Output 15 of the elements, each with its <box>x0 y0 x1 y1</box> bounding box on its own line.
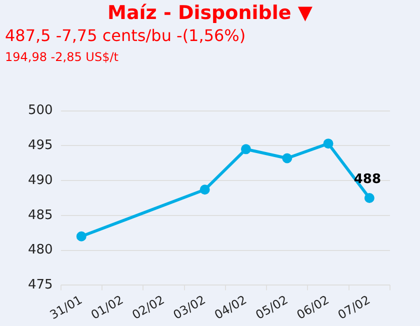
point <box>200 184 210 195</box>
text: 194,98 -2,85 US$/t <box>5 50 118 64</box>
chart-subtitle: 487,5 -7,75 cents/bu -(1,56%) <box>5 26 246 45</box>
y-tick-label: 485 <box>28 208 53 223</box>
point <box>282 153 292 164</box>
y-tick-label: 495 <box>28 138 53 154</box>
y-tick-label: 490 <box>28 172 53 188</box>
point <box>240 144 251 154</box>
chart-title: Maíz - Disponible ▼ <box>106 2 314 24</box>
point <box>364 193 374 204</box>
y-tick-label: 480 <box>28 242 53 258</box>
y-tick-label: 475 <box>28 278 53 293</box>
y-tick-label: 500 <box>28 103 53 118</box>
point <box>323 138 334 149</box>
point <box>76 231 86 242</box>
